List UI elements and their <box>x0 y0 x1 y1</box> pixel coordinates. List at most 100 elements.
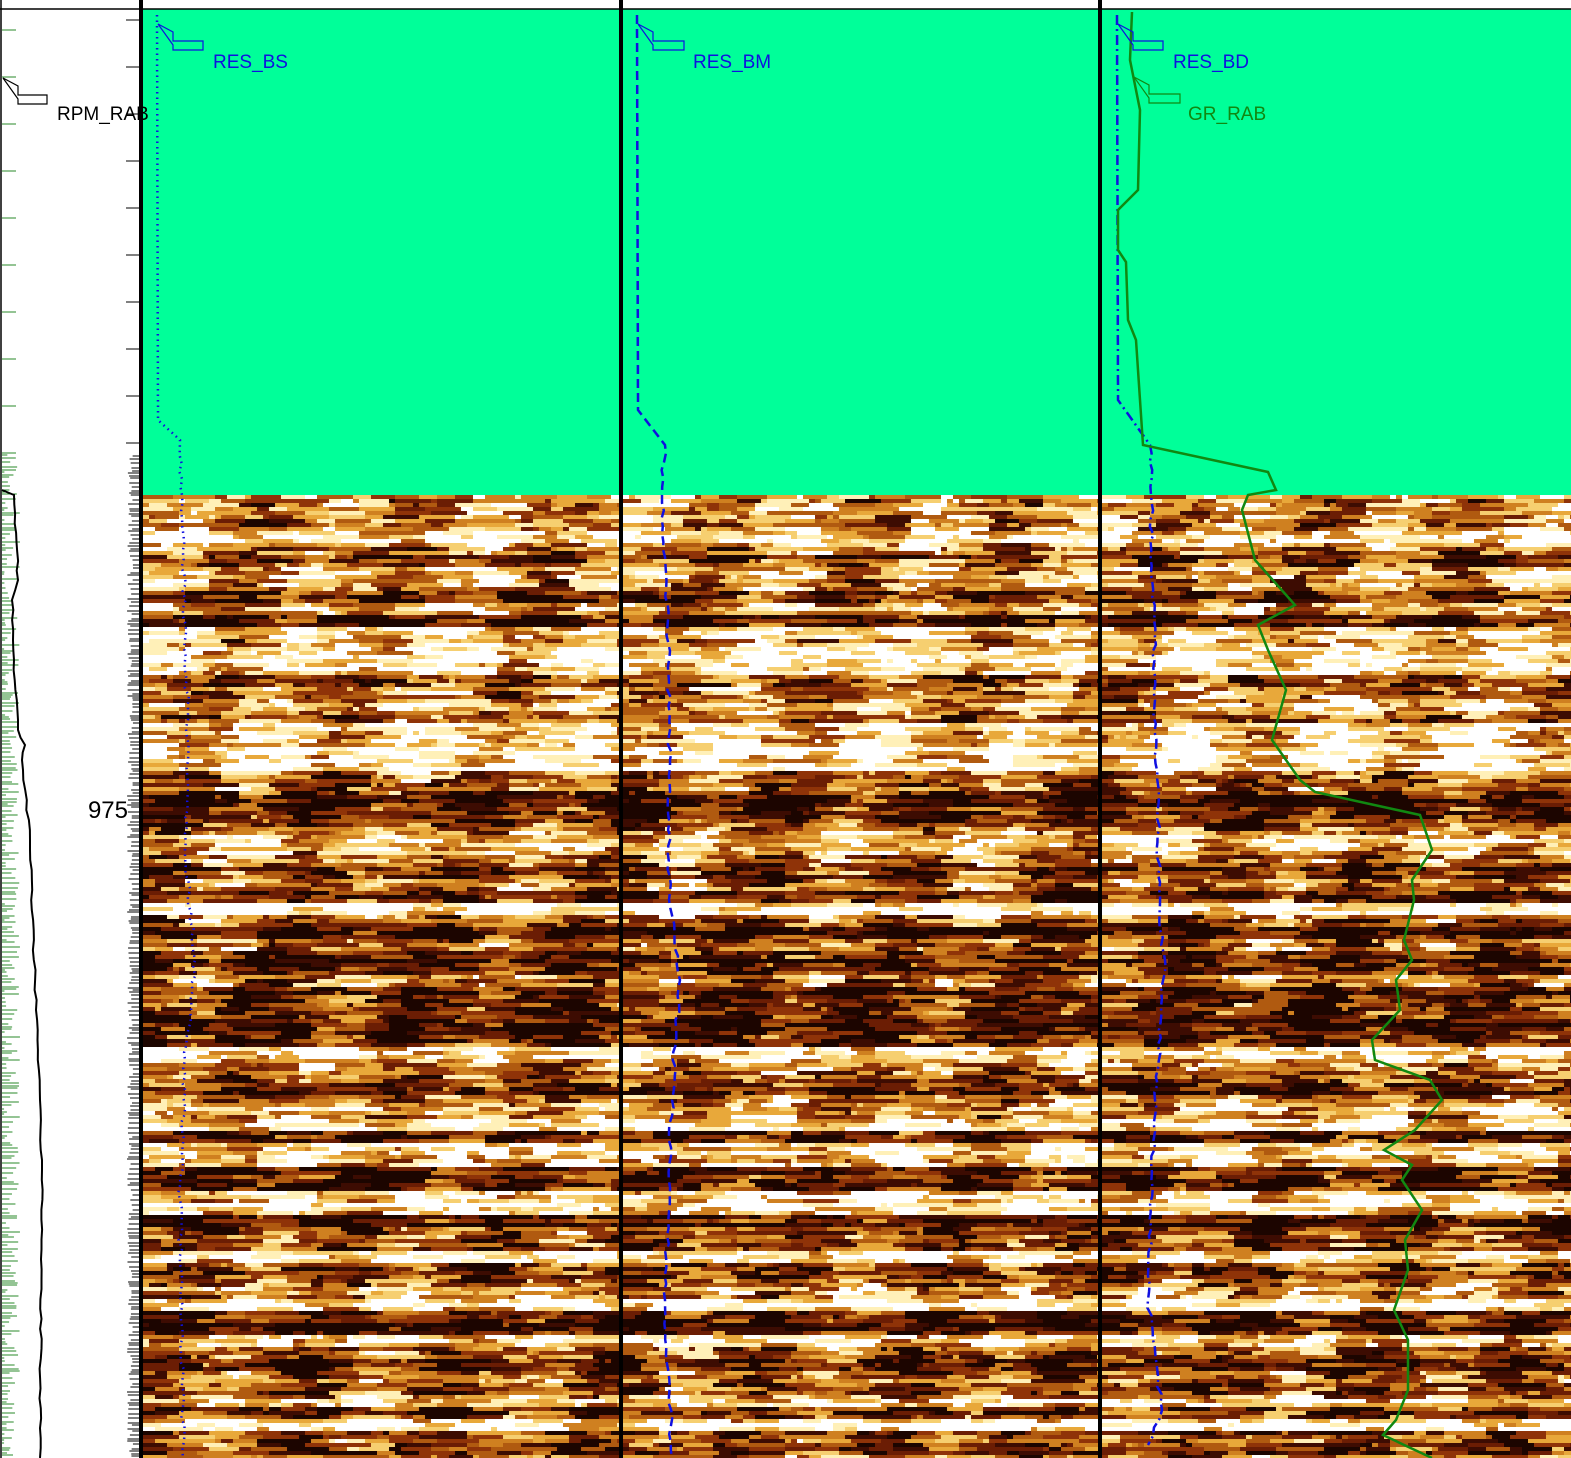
image-cell <box>395 1155 402 1160</box>
image-cell <box>317 611 324 616</box>
image-cell <box>599 1111 619 1116</box>
image-cell <box>563 1023 594 1028</box>
image-cell <box>587 559 606 564</box>
image-cell <box>173 983 198 988</box>
image-cell <box>551 723 582 728</box>
image-cell <box>431 967 450 972</box>
image-cell <box>191 687 204 692</box>
image-cell <box>605 1283 619 1288</box>
image-cell <box>281 843 288 848</box>
image-cell <box>143 515 150 520</box>
image-cell <box>425 559 450 564</box>
image-cell <box>179 1303 192 1308</box>
image-cell <box>233 583 258 588</box>
image-cell <box>395 983 426 988</box>
image-cell <box>599 1175 619 1180</box>
image-cell <box>551 527 564 532</box>
image-cell <box>449 967 480 972</box>
image-cell <box>599 1055 619 1060</box>
image-cell <box>167 1075 174 1080</box>
image-cell <box>485 1143 498 1148</box>
image-cell <box>467 647 480 652</box>
image-cell <box>449 1331 456 1336</box>
image-cell <box>143 971 156 976</box>
image-cell <box>533 599 564 604</box>
image-cell <box>611 587 619 592</box>
image-cell <box>311 787 318 792</box>
image-cell <box>383 827 414 832</box>
image-cell <box>245 1155 258 1160</box>
image-cell <box>233 571 246 576</box>
image-cell <box>521 1275 552 1280</box>
image-cell <box>143 611 174 616</box>
image-cell <box>521 1207 534 1212</box>
image-cell <box>311 1139 342 1144</box>
image-cell <box>443 907 468 912</box>
image-cell <box>215 687 228 692</box>
image-cell <box>515 1343 546 1348</box>
image-cell <box>233 1295 240 1300</box>
image-cell <box>203 1235 228 1240</box>
image-cell <box>455 563 486 568</box>
image-cell <box>293 683 306 688</box>
image-cell <box>407 731 414 736</box>
image-cell <box>551 1123 564 1128</box>
image-cell <box>263 739 288 744</box>
image-cell <box>479 1035 516 1040</box>
image-cell <box>179 803 204 808</box>
image-cell <box>485 791 510 796</box>
image-cell <box>467 1231 504 1236</box>
image-cell <box>377 555 414 560</box>
image-cell <box>185 647 192 652</box>
image-cell <box>509 1067 534 1072</box>
image-cell <box>587 543 606 548</box>
image-cell <box>449 591 456 596</box>
image-cell <box>371 739 402 744</box>
image-cell <box>197 983 234 988</box>
image-cell <box>215 699 240 704</box>
image-cell <box>143 1023 156 1028</box>
image-cell <box>365 971 384 976</box>
image-cell <box>233 663 264 668</box>
image-cell <box>395 1075 402 1080</box>
image-cell <box>197 1183 228 1188</box>
image-cell <box>551 887 588 892</box>
image-cell <box>311 795 318 800</box>
image-cell <box>413 939 438 944</box>
image-cell <box>143 1215 168 1220</box>
image-cell <box>593 659 619 664</box>
image-cell <box>335 1271 360 1276</box>
image-cell <box>461 1203 480 1208</box>
image-cell <box>299 1175 336 1180</box>
image-cell <box>527 923 558 928</box>
image-cell <box>419 495 438 500</box>
image-cell <box>293 851 318 856</box>
image-cell <box>287 1127 312 1132</box>
image-cell <box>197 887 204 892</box>
image-cell <box>191 863 204 868</box>
image-cell <box>353 1235 366 1240</box>
image-cell <box>533 643 546 648</box>
image-cell <box>227 1347 240 1352</box>
image-cell <box>257 731 294 736</box>
image-cell <box>341 759 378 764</box>
image-cell <box>437 719 450 724</box>
image-cell <box>617 803 619 808</box>
image-cell <box>491 1287 522 1292</box>
image-cell <box>311 603 330 608</box>
image-cell <box>143 899 162 904</box>
image-cell <box>419 755 456 760</box>
image-cell <box>221 1103 240 1108</box>
image-cell <box>311 923 330 928</box>
image-cell <box>143 539 150 544</box>
image-cell <box>431 499 438 504</box>
image-cell <box>179 1207 198 1212</box>
image-cell <box>347 687 354 692</box>
image-cell <box>467 511 486 516</box>
image-cell <box>377 1039 384 1044</box>
image-cell <box>617 1187 619 1192</box>
image-cell <box>359 839 378 844</box>
image-cell <box>539 723 552 728</box>
image-cell <box>191 507 216 512</box>
image-cell <box>617 1295 619 1300</box>
